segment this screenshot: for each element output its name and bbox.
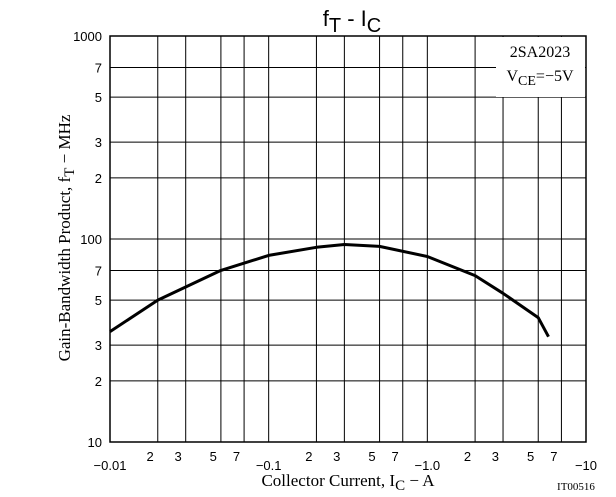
x-tick-label: 3 — [174, 449, 181, 464]
y-tick-label: 3 — [95, 135, 102, 150]
x-tick-label: 5 — [210, 449, 217, 464]
x-tick-label: 3 — [333, 449, 340, 464]
x-tick-label: −10 — [575, 458, 597, 473]
plot-frame — [109, 35, 587, 443]
x-tick-label: −0.01 — [94, 458, 127, 473]
condition-part: V — [506, 68, 518, 85]
x-tick-label: −1.0 — [414, 458, 440, 473]
y-tick-label: 100 — [80, 232, 102, 247]
y-tick-label: 1000 — [73, 29, 102, 44]
x-tick-label: 2 — [305, 449, 312, 464]
y-tick-label: 5 — [95, 90, 102, 105]
x-tick-label: 7 — [392, 449, 399, 464]
x-tick-label: 5 — [368, 449, 375, 464]
x-tick-label: −0.1 — [256, 458, 282, 473]
annotation-box — [496, 37, 585, 97]
x-axis-label: Collector Current, IC − A — [261, 471, 435, 494]
x-tick-label: 3 — [492, 449, 499, 464]
y-tick-label: 10 — [88, 435, 102, 450]
condition: VCE=−5V — [506, 68, 574, 89]
x-tick-label: 7 — [550, 449, 557, 464]
y-tick-label: 7 — [95, 263, 102, 278]
condition-part: CE — [518, 74, 536, 89]
x-tick-label: 2 — [147, 449, 154, 464]
x-tick-label: 7 — [233, 449, 240, 464]
x-tick-label: 5 — [527, 449, 534, 464]
condition-part: =−5V — [536, 68, 574, 85]
figure-code: IT00516 — [557, 481, 595, 493]
y-tick-label: 2 — [95, 374, 102, 389]
y-tick-label: 2 — [95, 171, 102, 186]
y-tick-label: 3 — [95, 338, 102, 353]
x-tick-label: 2 — [464, 449, 471, 464]
part-number: 2SA2023 — [510, 44, 570, 61]
y-tick-label: 7 — [95, 60, 102, 75]
data-line — [109, 243, 550, 338]
y-axis-label: Gain-Bandwidth Product, fT − MHz — [55, 114, 78, 361]
chart-title: fT - IC — [323, 6, 381, 37]
y-tick-label: 5 — [95, 293, 102, 308]
